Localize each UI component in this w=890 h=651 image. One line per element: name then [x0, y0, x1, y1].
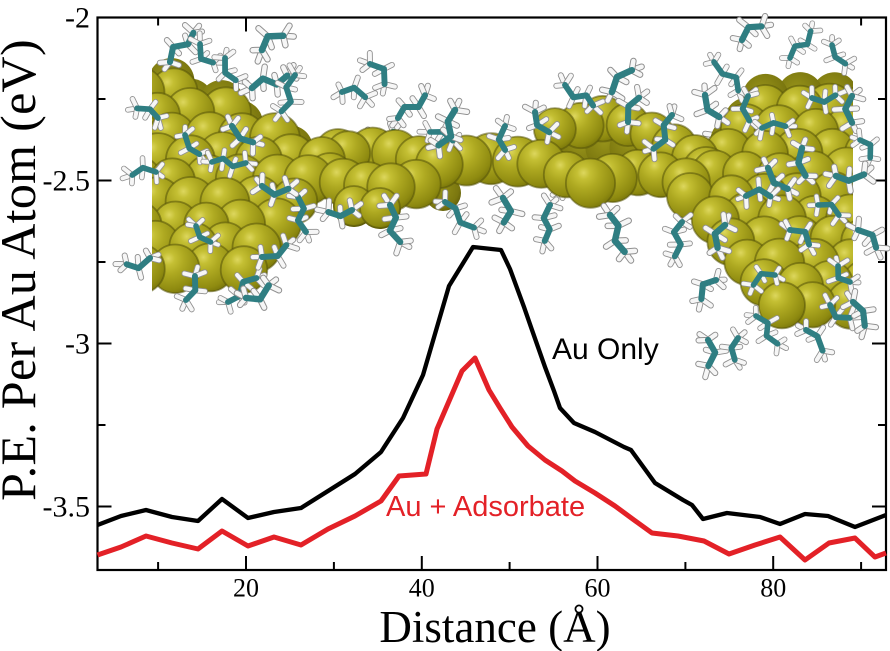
svg-text:P.E. Per Au Atom (eV): P.E. Per Au Atom (eV) — [0, 39, 46, 501]
svg-text:-2.5: -2.5 — [43, 165, 91, 198]
svg-text:-2: -2 — [65, 2, 90, 35]
svg-text:60: 60 — [585, 574, 611, 603]
svg-text:Au Only: Au Only — [552, 333, 659, 366]
svg-text:Distance (Å): Distance (Å) — [379, 602, 610, 651]
svg-text:40: 40 — [409, 574, 435, 603]
svg-text:-3: -3 — [65, 328, 90, 361]
svg-text:-3.5: -3.5 — [43, 491, 91, 524]
svg-text:Au + Adsorbate: Au + Adsorbate — [386, 491, 585, 523]
svg-text:20: 20 — [233, 574, 259, 603]
svg-text:80: 80 — [760, 574, 786, 603]
